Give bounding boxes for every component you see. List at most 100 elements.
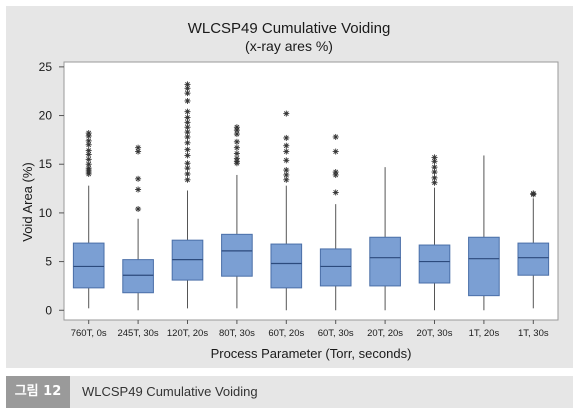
box-10 — [517, 190, 550, 309]
y-tick-label: 20 — [39, 109, 53, 123]
box-5 — [270, 110, 303, 311]
outlier-marker — [184, 85, 191, 92]
outlier-marker — [184, 152, 191, 159]
iqr-box — [468, 236, 500, 297]
x-axis: 760T, 0s 245T, 30s 120T, 20s 80T, 30s 60T, 2… — [71, 320, 549, 339]
outlier-marker — [283, 167, 290, 174]
outlier-stroke — [234, 151, 240, 156]
outlier-stroke — [185, 147, 190, 153]
outlier-stroke — [185, 153, 190, 158]
box-3 — [171, 81, 204, 309]
x-tick-label: 80T, 30s — [219, 328, 255, 339]
outlier-stroke — [283, 135, 289, 141]
outlier-stroke — [283, 172, 289, 178]
x-tick-label: 760T, 0s — [71, 328, 107, 339]
outlier-stroke — [283, 167, 289, 173]
outlier-marker — [431, 164, 438, 171]
iqr-box — [319, 248, 352, 287]
outlier-marker — [431, 174, 438, 181]
box-1 — [72, 130, 105, 309]
outlier-stroke — [185, 134, 190, 140]
outlier-stroke — [530, 191, 536, 196]
outlier-marker — [184, 97, 191, 104]
outlier-stroke — [283, 149, 289, 154]
outlier-stroke — [185, 124, 190, 130]
box-6 — [319, 133, 352, 311]
outlier-marker — [283, 157, 290, 164]
x-tick-label: 20T, 20s — [367, 328, 403, 339]
figure-caption: 그림 12 WLCSP49 Cumulative Voiding — [6, 376, 573, 408]
outlier-stroke — [185, 81, 190, 87]
outlier-stroke — [333, 149, 339, 154]
outlier-stroke — [432, 158, 437, 164]
box-7 — [369, 167, 401, 311]
iqr-box — [369, 236, 401, 287]
outlier-stroke — [234, 155, 240, 161]
box-2 — [122, 144, 154, 311]
y-tick-label: 5 — [45, 255, 52, 269]
outlier-stroke — [283, 143, 289, 149]
outlier-stroke — [234, 131, 240, 137]
x-tick-label: 120T, 20s — [167, 328, 208, 339]
x-tick-label: 1T, 30s — [518, 328, 549, 339]
outlier-stroke — [234, 139, 240, 145]
outlier-marker — [184, 81, 191, 88]
outlier-marker — [184, 114, 191, 121]
outlier-stroke — [432, 175, 437, 181]
outlier-stroke — [333, 134, 339, 140]
outlier-marker — [184, 90, 191, 97]
outlier-marker — [135, 186, 142, 193]
outlier-marker — [332, 148, 339, 155]
chart-subtitle: (x-ray ares %) — [245, 38, 333, 54]
x-tick-label: 60T, 30s — [318, 328, 354, 339]
x-tick-label: 20T, 30s — [417, 328, 453, 339]
outlier-stroke — [135, 206, 141, 212]
outlier-marker — [85, 130, 92, 137]
outlier-stroke — [86, 165, 92, 171]
outlier-stroke — [86, 152, 92, 157]
boxplot-chart: WLCSP49 Cumulative Voiding (x-ray ares %… — [20, 20, 559, 361]
y-tick-label: 25 — [39, 60, 53, 74]
outlier-marker — [184, 124, 191, 131]
outlier-stroke — [333, 169, 339, 175]
outlier-stroke — [135, 149, 141, 154]
figure-caption-text: WLCSP49 Cumulative Voiding — [82, 384, 258, 399]
outlier-stroke — [185, 160, 190, 166]
outlier-stroke — [234, 145, 240, 151]
outlier-marker — [135, 206, 142, 213]
box-8 — [418, 154, 451, 311]
iqr-box — [221, 233, 253, 277]
outlier-marker — [233, 124, 240, 131]
y-axis-label: Void Area (%) — [20, 162, 35, 242]
y-tick-label: 15 — [39, 157, 53, 171]
outlier-marker — [85, 147, 92, 154]
box-series — [72, 81, 550, 311]
outlier-stroke — [283, 111, 289, 117]
outlier-stroke — [185, 177, 190, 183]
outlier-stroke — [185, 115, 190, 120]
iqr-box — [418, 244, 451, 284]
outlier-marker — [184, 170, 191, 177]
y-tick-label: 0 — [45, 303, 52, 317]
y-axis: 0 5 10 15 20 25 — [39, 60, 64, 317]
outlier-stroke — [283, 157, 289, 163]
outlier-marker — [85, 151, 92, 158]
outlier-marker — [283, 110, 290, 117]
outlier-stroke — [185, 171, 190, 177]
outlier-stroke — [185, 98, 190, 104]
outlier-stroke — [432, 154, 437, 160]
outlier-stroke — [86, 130, 92, 136]
outlier-marker — [233, 138, 240, 145]
outlier-marker — [233, 144, 240, 151]
chart-title: WLCSP49 Cumulative Voiding — [188, 20, 391, 37]
outlier-marker — [332, 133, 339, 140]
outlier-marker — [332, 169, 339, 176]
iqr-box — [270, 243, 303, 289]
outlier-stroke — [283, 177, 289, 183]
outlier-stroke — [86, 138, 92, 144]
outlier-marker — [530, 190, 537, 197]
outlier-stroke — [86, 156, 92, 162]
outlier-stroke — [135, 145, 141, 151]
outlier-marker — [283, 142, 290, 149]
outlier-stroke — [234, 124, 240, 130]
